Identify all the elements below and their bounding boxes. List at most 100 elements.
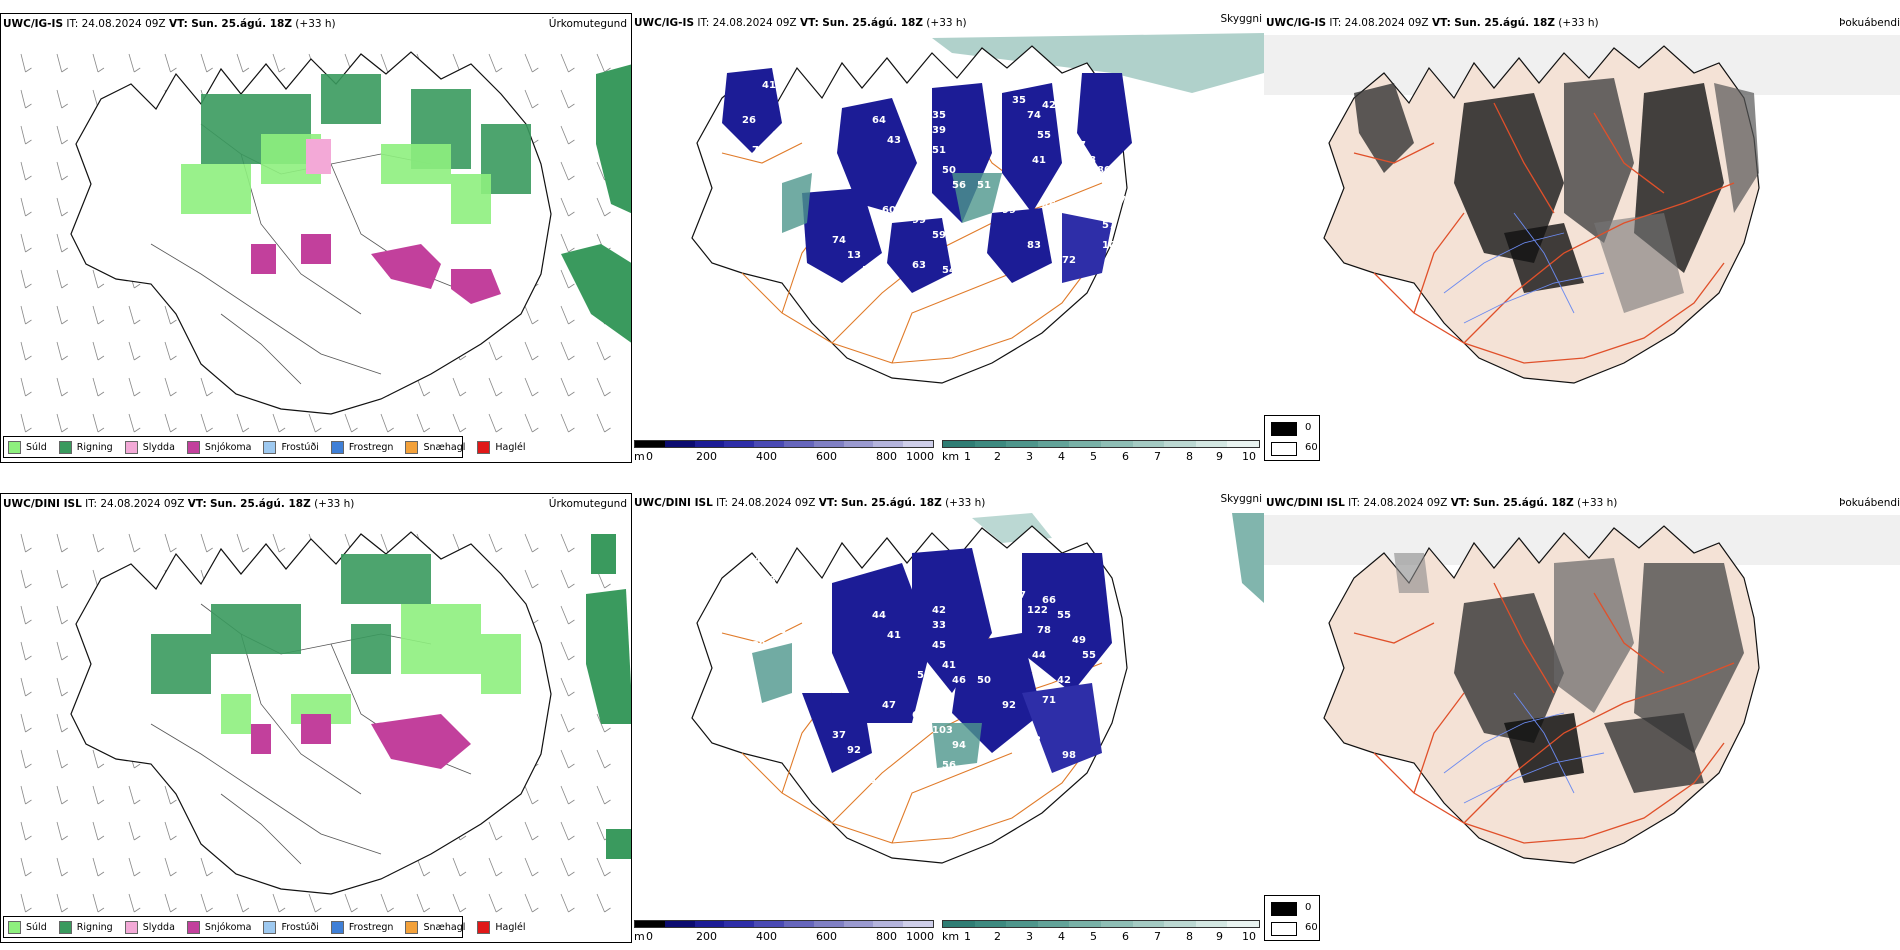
cloud-base-label: 51	[862, 265, 876, 276]
wind-barb-flag	[532, 907, 539, 913]
wind-barb	[560, 857, 569, 877]
colorbar-tick: 600	[816, 450, 837, 463]
legend-swatch	[477, 440, 491, 454]
cloud-base-label: 103	[932, 725, 953, 736]
wind-barb	[20, 161, 26, 181]
wind-barb	[92, 533, 99, 553]
wind-barb	[272, 893, 280, 913]
wind-barb	[20, 749, 26, 769]
wind-barb	[596, 197, 605, 217]
cloud-base-label: 50	[782, 100, 796, 111]
wind-barb	[524, 377, 533, 397]
wind-barb	[164, 377, 171, 397]
wind-barb-flag	[423, 907, 431, 913]
visibility-haze	[1232, 513, 1264, 603]
wind-barb-flag	[61, 247, 68, 253]
colorbar-tick: 9	[1216, 930, 1223, 943]
colorbar-tick: 6	[1122, 930, 1129, 943]
wind-barb	[560, 785, 569, 805]
cloud-base-label: 55	[1082, 650, 1096, 661]
wind-barb	[20, 605, 26, 625]
cloud-base-label: 65	[912, 710, 926, 721]
precip-legend: Súld Rigning Slydda Snjókoma Frostúði Fr…	[3, 436, 526, 458]
wind-barb-flag	[242, 427, 250, 433]
wind-barb	[164, 53, 171, 73]
wind-barb	[560, 233, 569, 253]
cloud-base-label: 55	[917, 670, 931, 681]
legend-swatch	[186, 920, 200, 934]
wind-barb-flag	[97, 283, 105, 289]
colorbar-tick: 1	[964, 930, 971, 943]
cloud-base-label: 64	[872, 115, 886, 126]
wind-barb	[488, 893, 497, 913]
wind-barb-flag	[568, 619, 575, 625]
wind-barb	[56, 677, 63, 697]
cloud-base-label: 107	[1102, 240, 1123, 251]
wind-barb-flag	[61, 391, 68, 397]
legend-item: Haglél	[477, 440, 526, 454]
wind-barb	[200, 53, 208, 73]
wind-barb	[56, 821, 63, 841]
fog-legend-low-swatch	[1271, 902, 1297, 916]
wind-barb-flag	[61, 619, 68, 625]
precip-areas	[151, 534, 631, 859]
cloud-base-label: 39	[987, 585, 1001, 596]
wind-barb-flag	[25, 691, 32, 697]
colorbar-tick: 3	[1026, 930, 1033, 943]
wind-barb-flag	[351, 427, 358, 433]
wind-barb	[560, 569, 569, 589]
visibility-haze	[932, 33, 1264, 93]
colorbar-step	[873, 441, 904, 447]
wind-barb-flag	[97, 907, 105, 913]
wind-barb	[56, 533, 63, 553]
colorbar-tick: 3	[1026, 450, 1033, 463]
wind-barb	[56, 893, 63, 913]
wind-barb-flag	[604, 391, 611, 397]
cloud-base-label: 39	[932, 125, 946, 136]
cloud-base-label: 48	[1082, 155, 1096, 166]
colorbar-step	[1195, 921, 1228, 927]
legend-item: Frostúði	[263, 920, 319, 934]
fog-legend-high: 60	[1305, 922, 1318, 933]
cloud-base-label: 46	[1042, 200, 1056, 211]
wind-barb	[56, 605, 63, 625]
cloud-base-label: 48	[772, 625, 786, 636]
cloud-base-label: 42	[1057, 675, 1071, 686]
cloud-base-label: 51	[977, 180, 991, 191]
cloud-base-label: 32	[1027, 735, 1041, 746]
wind-barb-flag	[604, 763, 611, 769]
colorbar-tick: 600	[816, 930, 837, 943]
wind-barb-flag	[423, 427, 431, 433]
wind-barb-flag	[25, 907, 32, 913]
fog-shading	[1354, 78, 1759, 313]
wind-barb	[20, 677, 26, 697]
wind-barb-flag	[495, 67, 503, 73]
wind-barb	[236, 53, 244, 73]
wind-barb	[560, 161, 569, 181]
wind-barb	[20, 125, 26, 145]
wind-barb	[164, 413, 171, 433]
wind-barb	[164, 785, 171, 805]
wind-barb	[524, 569, 533, 589]
panel-title: Úrkomutegund	[548, 498, 627, 510]
wind-barb-flag	[97, 427, 105, 433]
wind-barb	[56, 53, 63, 73]
wind-barb-flag	[568, 871, 575, 877]
cloud-base-label: 68	[862, 775, 876, 786]
wind-barb-flag	[134, 355, 141, 361]
colorbar-step	[813, 441, 844, 447]
wind-barb	[56, 197, 63, 217]
cloud-base-label: 51	[932, 145, 946, 156]
wind-barb	[92, 53, 99, 73]
cloud-areas	[722, 68, 1132, 293]
wind-barb	[56, 749, 63, 769]
precip-map	[20, 531, 631, 913]
wind-barb-flag	[170, 835, 177, 841]
cloud-base-label: 49	[1072, 635, 1086, 646]
cloud-base-label: 56	[952, 180, 966, 191]
visibility-colorbar: km 1 2 3 4 5 6 7 8 9 10	[942, 920, 1260, 943]
wind-barb	[560, 413, 569, 433]
wind-barb	[560, 533, 569, 553]
